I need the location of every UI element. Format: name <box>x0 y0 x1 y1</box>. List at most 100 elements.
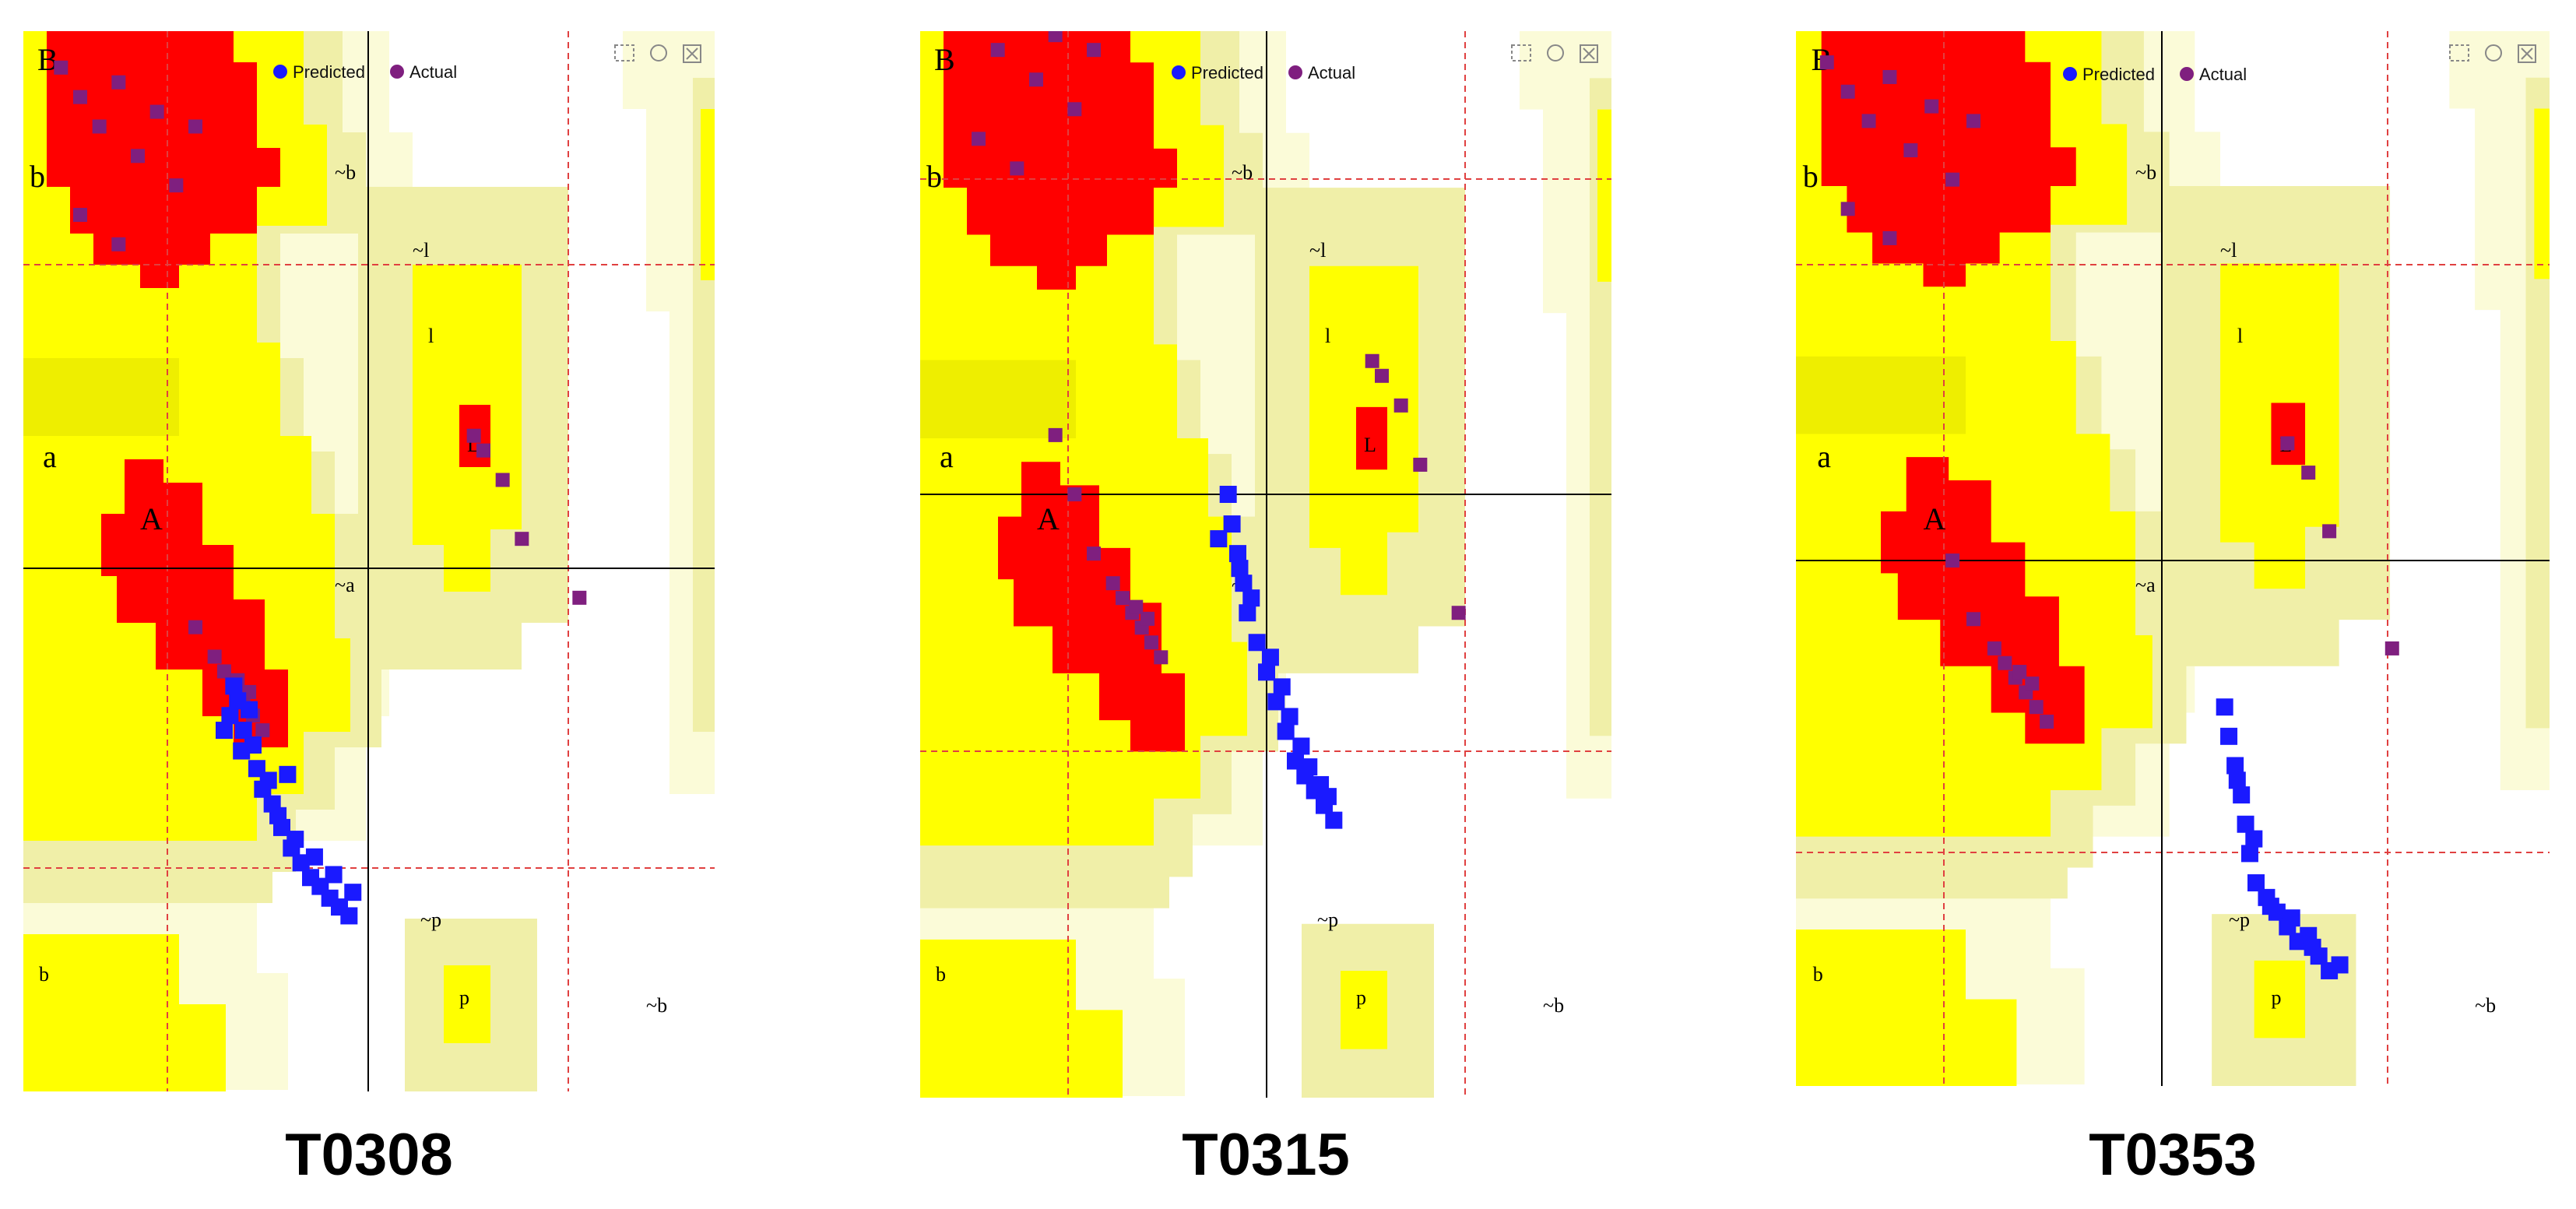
region-label: l <box>428 325 434 347</box>
region-label: ~b <box>2475 994 2496 1017</box>
data-point-actual <box>1945 554 1960 568</box>
data-point-actual <box>1945 172 1960 187</box>
region-outer-right <box>2449 31 2550 790</box>
region-allowed-lower <box>920 939 1123 1098</box>
data-point-actual <box>1840 84 1855 99</box>
plot-caption-3: T0353 <box>2089 1122 2257 1188</box>
data-point-predicted <box>305 848 323 866</box>
data-point-actual <box>111 237 126 251</box>
region-label: ~l <box>1309 239 1326 262</box>
data-point-actual <box>1129 599 1144 614</box>
reset-icon <box>650 44 667 62</box>
data-point-predicted <box>292 854 310 872</box>
data-point-predicted <box>1267 693 1285 711</box>
data-point-predicted <box>234 722 252 740</box>
region-label: ~b <box>335 161 356 184</box>
data-point-predicted <box>1229 545 1246 563</box>
region-allowed-p <box>444 965 490 1043</box>
region-allowed-p <box>2254 960 2306 1039</box>
data-point-actual <box>1375 368 1389 383</box>
data-point-predicted <box>221 707 239 725</box>
data-point-actual <box>1451 606 1466 620</box>
region-label: a <box>43 439 57 474</box>
data-point-actual <box>1048 31 1063 43</box>
region-label: A <box>140 501 163 536</box>
data-point-actual <box>1413 457 1428 472</box>
data-point-actual <box>255 723 270 738</box>
region-allowed-shade <box>920 360 1076 439</box>
data-point-predicted <box>2233 786 2251 804</box>
region-label: B <box>934 42 955 77</box>
legend-actual-marker <box>1288 65 1302 79</box>
data-point-actual <box>2025 677 2040 691</box>
data-point-actual <box>1903 143 1918 158</box>
data-point-actual <box>990 43 1005 58</box>
region-label: ~b <box>1543 994 1564 1017</box>
data-point-actual <box>1882 230 1897 245</box>
region-allowed-shade <box>1796 356 1966 434</box>
zoom-box-icon <box>1511 44 1531 62</box>
data-point-actual <box>476 443 490 458</box>
data-point-actual <box>111 75 126 90</box>
data-point-predicted <box>1300 758 1318 776</box>
plot-caption-1: T0308 <box>285 1122 453 1188</box>
region-label: ~p <box>420 909 441 931</box>
data-point-predicted <box>1273 678 1291 696</box>
legend-predicted-label: Predicted <box>1191 63 1263 83</box>
region-label: b <box>30 159 45 194</box>
data-point-actual <box>131 149 145 163</box>
data-point-actual <box>2384 641 2399 655</box>
data-point-actual <box>1365 353 1379 368</box>
legend-predicted-marker <box>2063 67 2077 81</box>
data-point-predicted <box>344 884 362 901</box>
data-point-actual <box>217 664 231 679</box>
data-point-actual <box>73 90 87 104</box>
region-label: ~b <box>2135 161 2156 184</box>
region-allowed-right <box>1597 109 1611 282</box>
data-point-actual <box>1029 72 1043 87</box>
data-point-actual <box>1010 161 1024 176</box>
data-point-actual <box>1067 102 1082 117</box>
region-allowed-shade <box>23 358 179 436</box>
data-point-predicted <box>1261 648 1279 666</box>
legend-predicted-marker <box>273 65 287 79</box>
region-label: a <box>1817 439 1831 474</box>
data-point-actual <box>1966 114 1980 128</box>
region-allowed-lower <box>1796 930 2017 1086</box>
data-point-actual <box>188 620 202 634</box>
region-outer-right <box>623 31 715 794</box>
region-allowed-p <box>1341 971 1387 1049</box>
data-point-actual <box>54 60 69 75</box>
data-point-predicted <box>269 807 287 824</box>
region-label: p <box>2271 986 2281 1009</box>
data-point-actual <box>1067 487 1082 501</box>
reset-icon <box>2485 44 2502 62</box>
region-label: ~a <box>335 574 355 596</box>
region-label: A <box>1924 501 1946 536</box>
legend-predicted-marker <box>1172 65 1186 79</box>
legend-actual-marker <box>2180 67 2194 81</box>
data-point-predicted <box>1242 589 1260 607</box>
region-label: b <box>926 159 942 194</box>
data-point-predicted <box>233 742 251 760</box>
data-point-actual <box>92 119 107 134</box>
data-point-predicted <box>1258 663 1275 681</box>
data-point-predicted <box>2240 845 2258 863</box>
data-point-predicted <box>241 701 258 719</box>
data-point-actual <box>1087 547 1101 561</box>
data-point-predicted <box>1219 486 1237 503</box>
data-point-actual <box>149 104 164 119</box>
data-point-actual <box>1819 55 1834 70</box>
region-label: p <box>459 986 469 1009</box>
data-point-actual <box>1144 635 1158 650</box>
data-point-actual <box>1048 427 1063 442</box>
data-point-predicted <box>2228 771 2246 789</box>
region-label: l <box>1325 325 1330 347</box>
region-label: ~p <box>1317 909 1338 931</box>
data-point-actual <box>73 208 87 222</box>
region-label: b <box>39 963 49 986</box>
